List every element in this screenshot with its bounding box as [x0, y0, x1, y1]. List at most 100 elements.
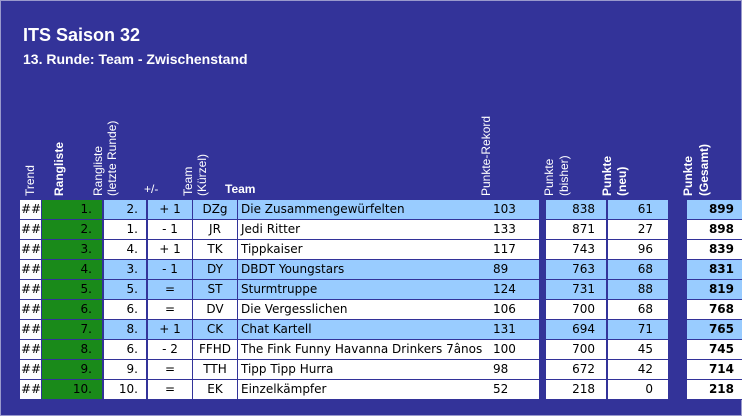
- diff-value: =: [164, 282, 176, 296]
- gesamt-value: 899: [708, 202, 734, 216]
- trend-cell: ##: [20, 260, 41, 280]
- rank-cell: 5.: [42, 280, 102, 300]
- rank-cell: 4.: [42, 260, 102, 280]
- header-trend: Trend: [23, 165, 37, 196]
- gesamt-value: 745: [708, 342, 734, 356]
- rank-change-cell: =: [148, 360, 192, 380]
- team-value: Die Vergesslichen: [241, 302, 348, 316]
- neu-value: 96: [637, 242, 653, 256]
- rekord-value: 117: [493, 242, 516, 256]
- rekord-value: 100: [493, 342, 516, 356]
- points-so-far-cell: 672: [546, 360, 606, 380]
- rank-change-cell: =: [148, 300, 192, 320]
- team-abbr-cell: TTH: [193, 360, 237, 380]
- neu-value: 68: [637, 262, 653, 276]
- rank-cell: 9.: [42, 360, 102, 380]
- team-name-cell: The Fink Funny Havanna Drinkers 7ânos: [238, 340, 485, 360]
- rekord-value: 89: [493, 262, 509, 276]
- rank-change-cell: + 1: [148, 320, 192, 340]
- points-new-cell: 61: [608, 200, 668, 220]
- record-points-cell: 103: [483, 200, 539, 220]
- team-abbr-cell: DV: [193, 300, 237, 320]
- rank-cell: 7.: [42, 320, 102, 340]
- points-new-cell: 0: [608, 380, 668, 400]
- previous-rank-cell: 2.: [104, 200, 146, 220]
- points-new-cell: 68: [608, 260, 668, 280]
- trend-cell: ##: [20, 240, 41, 260]
- points-total-cell: 898: [687, 220, 742, 240]
- team-value: Tipp Tipp Hurra: [241, 362, 334, 376]
- previous-rank-cell: 8.: [104, 320, 146, 340]
- trend-value: ##: [21, 322, 41, 336]
- points-so-far-cell: 743: [546, 240, 606, 260]
- rank-cell: 10.: [42, 380, 102, 400]
- bisher-value: 743: [572, 242, 595, 256]
- rank-change-cell: + 1: [148, 200, 192, 220]
- team-abbr-cell: TK: [193, 240, 237, 260]
- trend-value: ##: [21, 362, 41, 376]
- points-new-cell: 42: [608, 360, 668, 380]
- diff-value: =: [164, 382, 176, 396]
- trend-cell: ##: [20, 340, 41, 360]
- previous-rank-cell: 1.: [104, 220, 146, 240]
- neu-value: 71: [637, 322, 653, 336]
- rank-value: 4.: [80, 262, 92, 276]
- rekord-value: 124: [493, 282, 516, 296]
- diff-value: - 1: [162, 262, 178, 276]
- rekord-value: 52: [493, 382, 509, 396]
- rekord-value: 98: [493, 362, 509, 376]
- prev-value: 8.: [126, 322, 138, 336]
- prev-value: 3.: [126, 262, 138, 276]
- points-new-cell: 96: [608, 240, 668, 260]
- prev-value: 4.: [126, 242, 138, 256]
- rank-cell: 3.: [42, 240, 102, 260]
- kurz-value: ST: [207, 282, 223, 296]
- trend-value: ##: [21, 262, 41, 276]
- kurz-value: FFHD: [198, 342, 232, 356]
- team-value: Chat Kartell: [241, 322, 312, 336]
- gesamt-value: 765: [708, 322, 734, 336]
- diff-value: + 1: [159, 202, 181, 216]
- team-value: The Fink Funny Havanna Drinkers 7ânos: [241, 342, 483, 356]
- trend-value: ##: [21, 282, 41, 296]
- prev-value: 5.: [126, 282, 138, 296]
- points-total-cell: 218: [687, 380, 742, 400]
- points-so-far-cell: 694: [546, 320, 606, 340]
- diff-value: =: [164, 302, 176, 316]
- header-neu-1: Punkte: [600, 155, 614, 196]
- kurz-value: JR: [209, 222, 221, 236]
- bisher-value: 871: [572, 222, 595, 236]
- rekord-value: 106: [493, 302, 516, 316]
- rank-value: 9.: [80, 362, 92, 376]
- neu-value: 88: [637, 282, 653, 296]
- points-total-cell: 765: [687, 320, 742, 340]
- trend-cell: ##: [20, 280, 41, 300]
- record-points-cell: 52: [483, 380, 539, 400]
- bisher-value: 838: [572, 202, 595, 216]
- prev-value: 9.: [126, 362, 138, 376]
- neu-value: 42: [637, 362, 653, 376]
- rekord-value: 103: [493, 202, 516, 216]
- previous-rank-cell: 10.: [104, 380, 146, 400]
- header-kuerzel-1: Team: [181, 166, 195, 196]
- rank-change-cell: =: [148, 380, 192, 400]
- header-team: Team: [225, 182, 256, 196]
- header-letzte-runde-1: Rangliste: [91, 145, 105, 196]
- kurz-value: DZg: [202, 202, 228, 216]
- neu-value: 27: [637, 222, 653, 236]
- trend-cell: ##: [20, 220, 41, 240]
- diff-value: + 1: [159, 242, 181, 256]
- points-total-cell: 714: [687, 360, 742, 380]
- points-new-cell: 45: [608, 340, 668, 360]
- header-bisher-2: (bisher): [557, 155, 571, 196]
- points-total-cell: 819: [687, 280, 742, 300]
- header-kuerzel-2: (Kürzel): [195, 153, 209, 196]
- rekord-value: 133: [493, 222, 516, 236]
- kurz-value: TK: [207, 242, 223, 256]
- rank-change-cell: =: [148, 280, 192, 300]
- neu-value: 0: [645, 382, 653, 396]
- prev-value: 10.: [118, 382, 138, 396]
- trend-cell: ##: [20, 360, 41, 380]
- page-subtitle: 13. Runde: Team - Zwischenstand: [23, 51, 248, 67]
